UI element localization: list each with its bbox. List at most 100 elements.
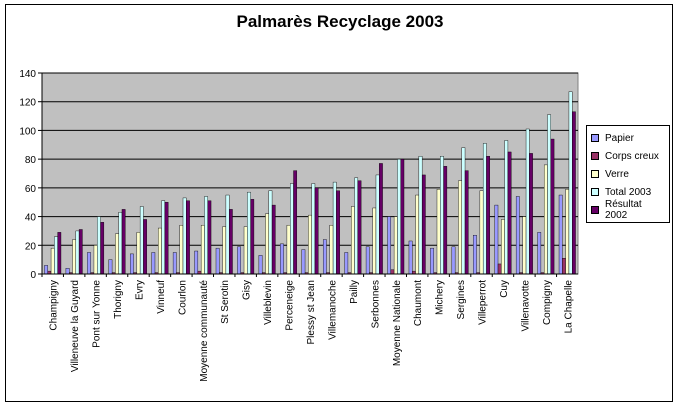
x-tick-label: Cuy [499,280,510,298]
bar-résultat-2002 [228,209,233,275]
bar-total-2003 [311,183,316,275]
bar-résultat-2002 [357,180,362,275]
x-tick-label: Serbonnes [370,280,381,328]
bar-papier [451,246,456,275]
legend-swatch [591,206,599,214]
legend-swatch [591,134,599,142]
legend-item: Verre [591,165,665,183]
bar-résultat-2002 [421,174,426,275]
x-tick-label: Moyenne Nationale [392,280,403,367]
bar-papier [473,235,477,275]
legend: Papier Corps creux Verre Total 2003 Résultat… [586,125,670,223]
bar-résultat-2002 [186,200,190,275]
bar-total-2003 [418,156,423,275]
bar-corps-creux [390,269,395,275]
bar-total-2003 [290,183,294,275]
bar-total-2003 [204,196,208,275]
bar-total-2003 [440,156,444,275]
bar-résultat-2002 [400,158,405,275]
bar-résultat-2002 [78,229,83,275]
bar-résultat-2002 [121,209,126,275]
bar-total-2003 [54,236,58,275]
x-tick-label: Pailly [349,280,360,304]
x-tick-label: St Serotin [220,280,231,324]
y-tick-label: 100 [19,126,36,137]
bar-papier [322,239,327,275]
legend-item: Résultat 2002 [591,199,665,221]
legend-swatch [591,152,599,160]
bar-total-2003 [547,114,551,275]
bar-total-2003 [461,147,466,275]
bar-papier [258,255,263,275]
bar-verre [136,232,141,275]
bar-total-2003 [247,191,251,275]
bar-papier [301,249,306,275]
bar-verre [308,214,312,275]
bar-total-2003 [375,174,380,275]
legend-label: Verre [605,168,629,180]
y-tick-labels: 0 20 40 60 80 100 120 140 [19,69,42,281]
bar-verre [265,213,269,275]
bar-résultat-2002 [207,200,212,275]
bar-total-2003 [161,200,166,275]
x-tick-label: Villeperrot [478,280,489,325]
bar-papier [194,250,199,275]
legend-swatch [591,170,599,178]
bar-verre [329,224,334,275]
bar-résultat-2002 [57,232,62,275]
bar-résultat-2002 [507,151,512,275]
x-tick-label: Villenavotte [520,280,531,332]
bar-papier [172,252,177,275]
bar-papier [151,252,156,275]
legend-label: Papier [605,132,634,144]
bar-papier [537,232,542,275]
bar-corps-creux [497,263,502,275]
bar-total-2003 [504,140,509,275]
bar-verre [372,207,377,275]
bar-total-2003 [225,194,230,275]
bar-résultat-2002 [143,219,147,275]
x-tick-label: Chaumont [413,280,424,326]
legend-item: Total 2003 [591,183,665,201]
bar-verre [243,226,248,275]
y-tick-label: 60 [25,184,37,195]
bar-verre [286,224,291,275]
bar-verre [522,216,527,275]
x-tick-label: Sergines [456,280,467,319]
y-tick-label: 40 [25,213,37,224]
bar-papier [430,247,434,275]
bar-verre [222,226,227,275]
y-tick-label: 140 [19,69,36,80]
bar-résultat-2002 [486,156,490,275]
x-tick-label: Plessy st Jean [306,280,317,344]
bar-verre [179,224,184,275]
bar-résultat-2002 [550,138,555,275]
bar-papier [494,204,499,275]
legend-label: Corps creux [605,150,659,162]
bar-verre [93,245,98,275]
bar-verre [479,190,484,275]
x-tick-label: La Chapelle [563,280,574,334]
bar-total-2003 [332,181,337,275]
bar-verre [393,216,398,275]
bar-total-2003 [568,91,573,275]
bar-résultat-2002 [314,187,319,275]
legend-swatch [591,188,599,196]
x-tick-label: Perceneige [285,280,296,331]
bar-total-2003 [482,143,487,275]
x-tick-labels: Champigny Villeneuve la Guyard Pont sur Yo… [49,280,575,382]
bar-corps-creux [562,258,566,275]
x-tick-label: Evry [134,280,145,300]
bar-papier [87,252,91,275]
bar-verre [415,194,420,275]
y-tick-label: 20 [25,241,37,252]
bar-total-2003 [182,197,187,275]
bar-total-2003 [118,212,123,275]
bar-verre [351,206,355,275]
x-tick-label: Gisy [242,280,253,300]
bars [44,91,576,275]
legend-label: Total 2003 [605,186,652,198]
bar-verre [565,189,570,275]
bar-résultat-2002 [271,204,276,275]
y-tick-label: 0 [30,270,36,281]
